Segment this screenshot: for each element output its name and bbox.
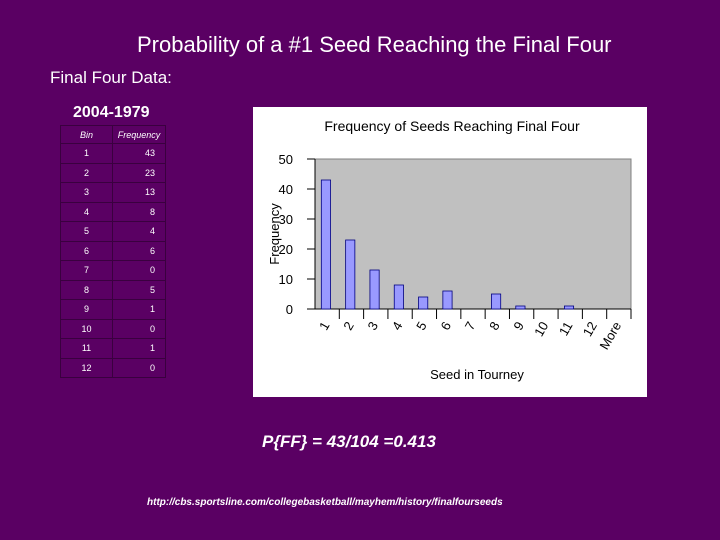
table-cell-frequency: 8: [112, 201, 166, 222]
x-tick-label: 1: [316, 319, 333, 333]
table-cell-bin: 3: [60, 182, 113, 203]
x-tick-label: 3: [365, 319, 382, 333]
x-tick-label: 11: [556, 319, 576, 338]
x-axis-label: Seed in Tourney: [430, 367, 524, 382]
source-url: http://cbs.sportsline.com/collegebasketb…: [147, 497, 503, 508]
frequency-table: Bin Frequency 1 43 2 23 3 13 4 8 5 4 6 6 7 0 8 5 9 1 10 0 11…: [60, 125, 166, 378]
x-tick-label: More: [596, 319, 624, 352]
x-tick-label: 12: [580, 319, 600, 339]
slide-title: Probability of a #1 Seed Reaching the Fi…: [137, 32, 612, 57]
bar: [491, 293, 502, 310]
x-tick-label: 7: [462, 319, 479, 333]
table-cell-bin: 10: [60, 318, 113, 339]
table-cell-frequency: 5: [112, 279, 166, 300]
table-cell-frequency: 6: [112, 240, 166, 261]
probability-formula: P{FF} = 43/104 =0.413: [262, 432, 436, 451]
table-header-row: Bin Frequency: [60, 125, 166, 144]
table-cell-frequency: 0: [112, 357, 166, 378]
bar: [515, 305, 526, 310]
table-header-frequency: Frequency: [112, 125, 166, 144]
table-cell-frequency: 13: [112, 182, 166, 203]
x-tick-label: 4: [389, 319, 406, 333]
table-cell-bin: 6: [60, 240, 113, 261]
chart-title: Frequency of Seeds Reaching Final Four: [324, 118, 580, 134]
bar: [418, 296, 429, 310]
bar: [369, 269, 380, 310]
y-axis-label: Frequency: [267, 203, 282, 265]
x-tick-label: 6: [437, 319, 454, 333]
table-row: 2 23: [60, 162, 166, 183]
slide-subtitle: Final Four Data:: [50, 68, 172, 87]
bar: [393, 284, 404, 310]
table-cell-bin: 8: [60, 279, 113, 300]
bar: [320, 179, 331, 310]
table-cell-frequency: 1: [112, 299, 166, 320]
year-range-label: 2004-1979: [73, 104, 150, 121]
x-tick-label: 2: [340, 319, 357, 333]
y-tick-label: 20: [279, 242, 293, 257]
table-row: 12 0: [60, 357, 166, 378]
x-tick-label: 5: [413, 319, 430, 333]
bar: [442, 290, 453, 310]
table-row: 1 43: [60, 143, 166, 164]
y-tick-label: 10: [279, 272, 293, 287]
x-tick-label: 9: [510, 319, 527, 333]
table-cell-bin: 1: [60, 143, 113, 164]
y-tick-label: 30: [279, 212, 293, 227]
table-cell-frequency: 4: [112, 221, 166, 242]
table-cell-bin: 11: [60, 338, 113, 359]
table-cell-bin: 2: [60, 162, 113, 183]
y-tick-label: 40: [279, 182, 293, 197]
table-cell-frequency: 23: [112, 162, 166, 183]
table-cell-bin: 9: [60, 299, 113, 320]
table-row: 10 0: [60, 318, 166, 339]
table-cell-frequency: 0: [112, 318, 166, 339]
table-cell-bin: 5: [60, 221, 113, 242]
table-cell-frequency: 43: [112, 143, 166, 164]
plot-area: [314, 158, 632, 310]
y-tick-label: 0: [286, 302, 293, 317]
x-tick-label: 10: [531, 319, 551, 339]
bar: [563, 305, 575, 310]
frequency-bar-chart: Frequency of Seeds Reaching Final Four 0 1…: [267, 118, 632, 382]
table-cell-bin: 7: [60, 260, 113, 281]
chart-panel: Frequency of Seeds Reaching Final Four 0 1…: [253, 107, 647, 397]
table-cell-frequency: 0: [112, 260, 166, 281]
table-cell-bin: 4: [60, 201, 113, 222]
table-header-bin: Bin: [60, 125, 113, 144]
table-row: 11 1: [60, 338, 166, 359]
table-row: 3 13: [60, 182, 166, 203]
table-cell-frequency: 1: [112, 338, 166, 359]
table-cell-bin: 12: [60, 357, 113, 378]
bar: [345, 239, 356, 310]
x-tick-label: 8: [486, 319, 503, 333]
y-tick-label: 50: [279, 152, 293, 167]
